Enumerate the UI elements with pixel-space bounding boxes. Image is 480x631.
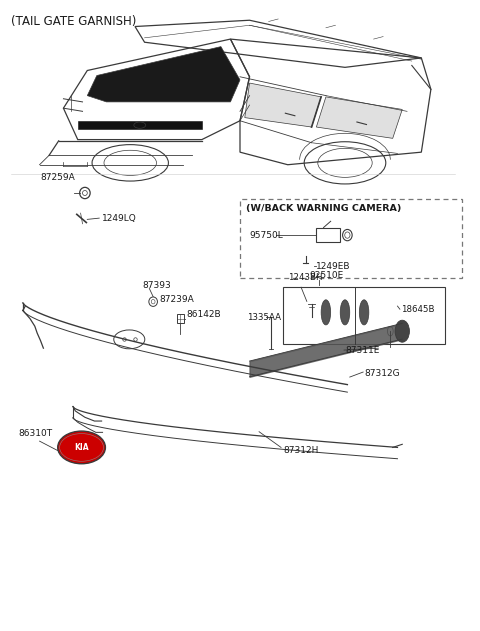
Text: KIA: KIA <box>74 443 89 452</box>
Text: 18645B: 18645B <box>401 305 435 314</box>
Text: 87311E: 87311E <box>345 346 379 355</box>
Text: 92510E: 92510E <box>309 271 344 280</box>
Polygon shape <box>78 121 202 129</box>
Text: 1335AA: 1335AA <box>247 313 281 322</box>
Ellipse shape <box>321 300 331 325</box>
Text: 1249EB: 1249EB <box>316 262 351 271</box>
Text: 87393: 87393 <box>142 281 171 290</box>
Ellipse shape <box>340 300 350 325</box>
Text: 87239A: 87239A <box>160 295 194 304</box>
Polygon shape <box>245 83 321 127</box>
Text: 1249LQ: 1249LQ <box>102 214 136 223</box>
Text: 87312G: 87312G <box>364 369 400 378</box>
Text: 95750L: 95750L <box>250 230 283 240</box>
Text: 86142B: 86142B <box>187 310 221 319</box>
Ellipse shape <box>360 300 369 325</box>
Text: 87259A: 87259A <box>40 173 75 182</box>
Bar <box>177 314 184 323</box>
Ellipse shape <box>395 320 409 342</box>
Text: 87312H: 87312H <box>283 446 318 455</box>
Text: (W/BACK WARNING CAMERA): (W/BACK WARNING CAMERA) <box>246 204 401 213</box>
Bar <box>283 287 445 344</box>
Polygon shape <box>87 47 240 102</box>
Text: 86310T: 86310T <box>18 429 52 438</box>
Text: 1243BH: 1243BH <box>288 273 322 282</box>
Text: (TAIL GATE GARNISH): (TAIL GATE GARNISH) <box>11 15 136 28</box>
Polygon shape <box>316 97 402 138</box>
Ellipse shape <box>58 431 106 464</box>
